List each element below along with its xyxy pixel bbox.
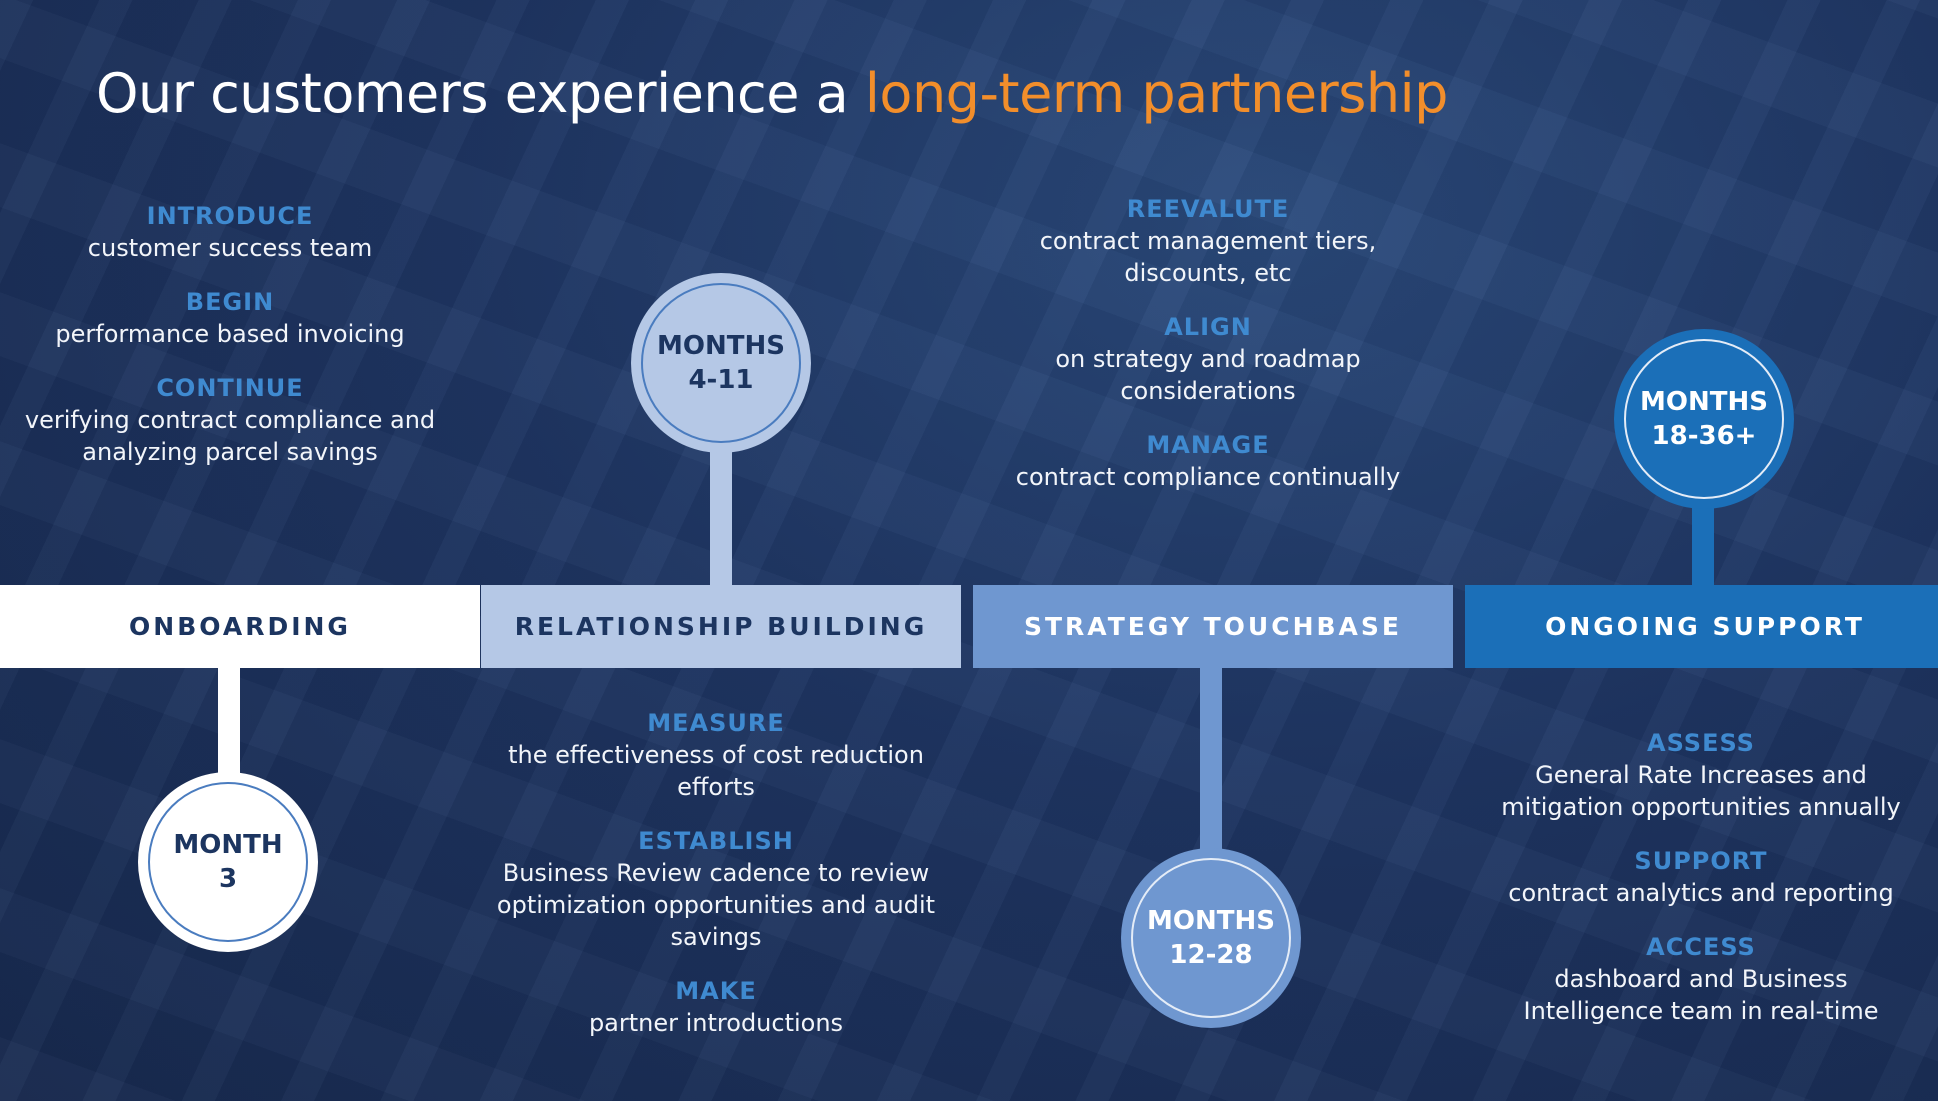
milestone-value: 18-36+ xyxy=(1651,421,1757,451)
activity-text: contract management tiers, discounts, et… xyxy=(1039,227,1377,287)
milestone-value: 12-28 xyxy=(1169,940,1253,970)
phase-label: ONGOING SUPPORT xyxy=(1545,612,1865,641)
milestone-label: MONTH xyxy=(173,830,283,860)
milestone-stem-relationship xyxy=(710,445,732,585)
relationship-activities: MEASURE the effectiveness of cost reducti… xyxy=(481,707,951,1061)
milestone-label: MONTHS xyxy=(1640,387,1768,417)
milestone-value: 4-11 xyxy=(688,365,754,395)
activity-item: CONTINUE verifying contract compliance an… xyxy=(5,372,455,468)
phase-label: ONBOARDING xyxy=(129,612,351,641)
phase-bar-strategy-touchbase: STRATEGY TOUCHBASE xyxy=(973,585,1453,668)
phase-label: STRATEGY TOUCHBASE xyxy=(1024,612,1402,641)
activity-keyword: MANAGE xyxy=(1146,431,1270,459)
activity-keyword: ASSESS xyxy=(1647,729,1755,757)
milestone-circle-ongoing: MONTHS 18-36+ xyxy=(1614,329,1794,509)
activity-text: on strategy and roadmap considerations xyxy=(1055,345,1361,405)
activity-text: contract analytics and reporting xyxy=(1508,879,1894,907)
title-accent: long-term partnership xyxy=(864,62,1448,125)
activity-item: SUPPORT contract analytics and reporting xyxy=(1485,845,1917,909)
activity-item: REEVALUTE contract management tiers, disc… xyxy=(998,193,1418,289)
onboarding-activities: INTRODUCE customer success team BEGIN perf… xyxy=(5,200,455,490)
activity-text: partner introductions xyxy=(588,1009,844,1037)
activity-item: ASSESS General Rate Increases and mitigat… xyxy=(1485,727,1917,823)
activity-text: Business Review cadence to review optimi… xyxy=(496,859,936,951)
activity-text: performance based invoicing xyxy=(55,320,405,348)
activity-keyword: SUPPORT xyxy=(1634,847,1768,875)
activity-keyword: REEVALUTE xyxy=(1126,195,1290,223)
activity-item: MAKE partner introductions xyxy=(481,975,951,1039)
activity-item: ESTABLISH Business Review cadence to revi… xyxy=(481,825,951,953)
milestone-circle-strategy: MONTHS 12-28 xyxy=(1121,848,1301,1028)
activity-item: MEASURE the effectiveness of cost reducti… xyxy=(481,707,951,803)
activity-item: BEGIN performance based invoicing xyxy=(5,286,455,350)
milestone-stem-ongoing xyxy=(1692,500,1714,585)
milestone-circle-relationship: MONTHS 4-11 xyxy=(631,273,811,453)
activity-keyword: BEGIN xyxy=(185,288,275,316)
activity-text: the effectiveness of cost reduction effo… xyxy=(508,741,924,801)
phase-bar-relationship-building: RELATIONSHIP BUILDING xyxy=(481,585,961,668)
activity-text: verifying contract compliance and analyz… xyxy=(24,406,436,466)
activity-text: contract compliance continually xyxy=(1015,463,1401,491)
activity-keyword: CONTINUE xyxy=(156,374,304,402)
title-main: Our customers experience a xyxy=(96,62,865,125)
activity-keyword: ESTABLISH xyxy=(638,827,794,855)
activity-item: INTRODUCE customer success team xyxy=(5,200,455,264)
phase-bar-onboarding: ONBOARDING xyxy=(0,585,480,668)
milestone-stem-strategy xyxy=(1200,668,1222,858)
activity-text: General Rate Increases and mitigation op… xyxy=(1501,761,1901,821)
activity-item: ALIGN on strategy and roadmap considerati… xyxy=(998,311,1418,407)
activity-keyword: MAKE xyxy=(675,977,757,1005)
milestone-label: MONTHS xyxy=(657,331,785,361)
activity-item: MANAGE contract compliance continually xyxy=(998,429,1418,493)
activity-keyword: ALIGN xyxy=(1164,313,1252,341)
activity-keyword: ACCESS xyxy=(1646,933,1756,961)
phase-bar-ongoing-support: ONGOING SUPPORT xyxy=(1465,585,1938,668)
activity-item: ACCESS dashboard and Business Intelligenc… xyxy=(1485,931,1917,1027)
activity-keyword: INTRODUCE xyxy=(146,202,314,230)
activity-keyword: MEASURE xyxy=(647,709,785,737)
strategy-activities: REEVALUTE contract management tiers, disc… xyxy=(998,193,1418,515)
phase-label: RELATIONSHIP BUILDING xyxy=(514,612,928,641)
activity-text: dashboard and Business Intelligence team… xyxy=(1523,965,1879,1025)
milestone-stem-onboarding xyxy=(218,668,240,783)
activity-text: customer success team xyxy=(87,234,373,262)
page-title: Our customers experience a long-term par… xyxy=(96,62,1448,125)
ongoing-activities: ASSESS General Rate Increases and mitigat… xyxy=(1485,727,1917,1049)
milestone-label: MONTHS xyxy=(1147,906,1275,936)
milestone-circle-onboarding: MONTH 3 xyxy=(138,772,318,952)
milestone-value: 3 xyxy=(218,864,238,894)
